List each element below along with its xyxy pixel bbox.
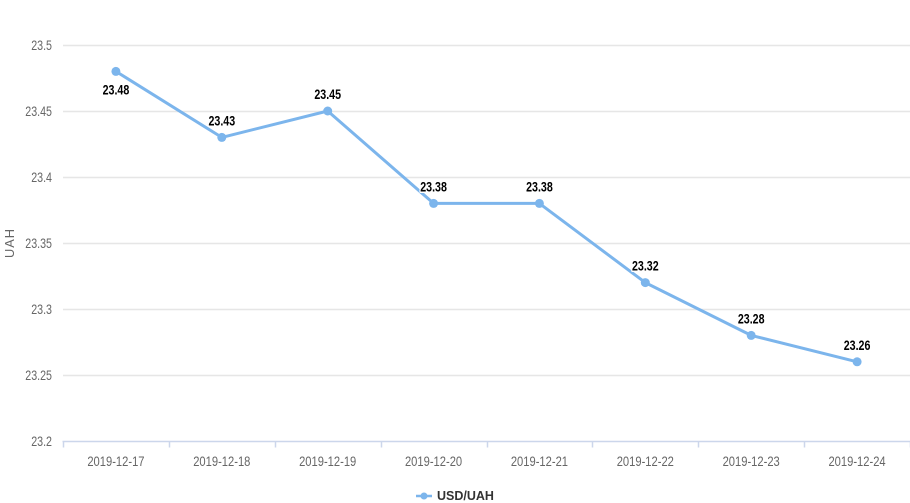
x-tick-label: 2019-12-24	[828, 454, 886, 469]
data-point-label: 23.43	[208, 113, 235, 128]
data-point[interactable]	[323, 106, 333, 116]
legend: USD/UAH	[0, 489, 910, 503]
y-tick-label: 23.2	[31, 434, 52, 449]
data-point[interactable]	[746, 330, 756, 340]
y-axis-title: UAH	[2, 228, 17, 258]
y-tick-label: 23.5	[31, 38, 52, 53]
x-tick-label: 2019-12-18	[193, 454, 250, 469]
x-tick-label: 2019-12-21	[511, 454, 568, 469]
data-point-label: 23.38	[420, 179, 447, 194]
y-tick-label: 23.4	[31, 170, 52, 185]
series-line-usd-uah	[114, 69, 859, 364]
data-point-label: 23.32	[632, 259, 659, 274]
x-tick-label: 2019-12-19	[299, 454, 356, 469]
x-tick-label: 2019-12-20	[405, 454, 462, 469]
data-point-label: 23.45	[314, 87, 341, 102]
data-point[interactable]	[111, 66, 121, 76]
data-point-label: 23.38	[526, 179, 553, 194]
x-tick-label: 2019-12-17	[87, 454, 144, 469]
y-tick-label: 23.35	[25, 236, 52, 251]
data-point[interactable]	[640, 278, 650, 288]
legend-item-usd-uah[interactable]: USD/UAH	[416, 489, 494, 503]
y-tick-label: 23.25	[25, 368, 52, 383]
legend-line-icon	[416, 492, 433, 500]
y-tick-label: 23.45	[25, 104, 52, 119]
data-point-label: 23.28	[738, 311, 765, 326]
data-point-label: 23.48	[103, 82, 130, 97]
data-point[interactable]	[429, 198, 439, 208]
x-tick-label: 2019-12-22	[617, 454, 674, 469]
data-point[interactable]	[534, 198, 544, 208]
y-tick-label: 23.3	[31, 302, 52, 317]
data-point[interactable]	[217, 132, 227, 142]
legend-label: USD/UAH	[437, 489, 494, 503]
x-tick-label: 2019-12-23	[723, 454, 780, 469]
data-point[interactable]	[852, 357, 862, 367]
data-point-label: 23.26	[844, 338, 871, 353]
